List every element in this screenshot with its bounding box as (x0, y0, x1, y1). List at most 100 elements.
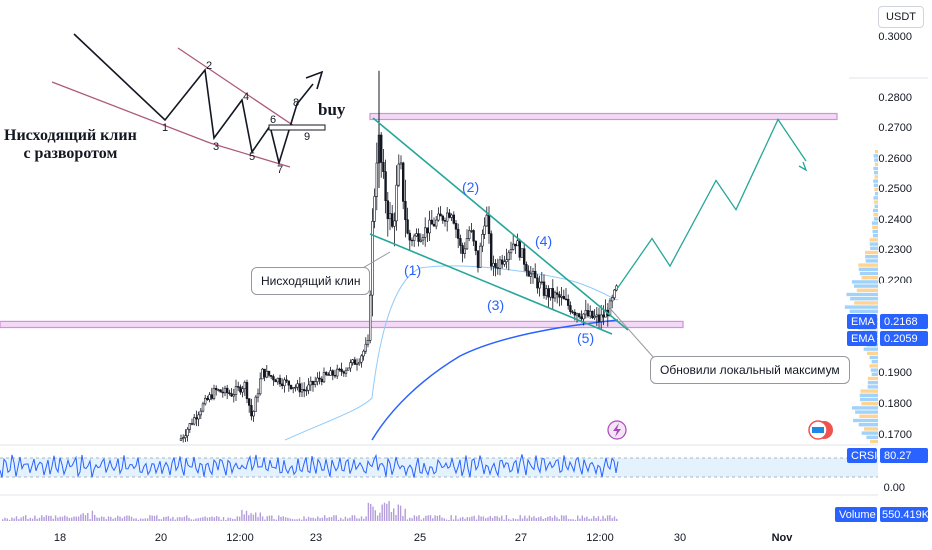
volume-bar (427, 515, 429, 521)
volume-bar (289, 518, 291, 521)
volume-bar (590, 518, 593, 521)
volume-bar (533, 516, 535, 521)
candle-18 (219, 389, 222, 393)
volume-bar (510, 519, 512, 521)
volume-bar (38, 517, 41, 521)
volume-bar (91, 510, 94, 521)
ema-slow-line (371, 319, 619, 441)
volume-bar (439, 515, 441, 521)
volume-bar (574, 519, 577, 521)
candle-37 (261, 368, 264, 380)
volume-bar (358, 518, 360, 521)
time-tick-5: 27 (515, 532, 527, 544)
price-axis: 0.3000 0.2800 0.2700 0.2600 0.2500 0.2400 0.23… (878, 31, 912, 494)
candle-154 (518, 240, 522, 258)
schema-lower-line (51, 81, 211, 144)
candle-186 (588, 310, 592, 317)
candle-70 (333, 374, 337, 377)
volume-bar (50, 515, 52, 521)
candle-167 (547, 288, 550, 298)
currency-button[interactable]: USDT (878, 6, 924, 28)
volume-bar (344, 516, 347, 521)
candle-63 (318, 377, 321, 380)
candle-40 (267, 370, 271, 376)
volume-bar (501, 515, 503, 521)
candle-94 (386, 200, 389, 220)
candle-83 (362, 350, 365, 357)
ema-layer (284, 265, 619, 441)
volume-bar (370, 503, 372, 521)
volume-bar (565, 515, 567, 521)
volume-bar (268, 515, 271, 521)
candle-43 (274, 379, 277, 383)
profile-bar-69 (870, 439, 878, 444)
candle-55 (300, 389, 304, 393)
volume-bar (52, 518, 54, 521)
volume-bar (399, 505, 402, 521)
candle-179 (573, 311, 577, 316)
profile-bar-36 (854, 301, 878, 305)
candle-129 (463, 248, 466, 254)
volume-bar (390, 511, 393, 521)
profile-bar-65 (858, 423, 878, 427)
profile-bar-30 (861, 276, 878, 280)
volume-bar (537, 517, 540, 521)
candle-165 (542, 281, 546, 296)
profile-bar-16 (873, 217, 878, 221)
candle-145 (498, 259, 502, 269)
volume-bar (68, 517, 71, 521)
volume-bar (491, 517, 494, 521)
time-tick-4: 25 (414, 532, 426, 544)
profile-bar-51 (869, 364, 878, 368)
ema-value-2: 0.2059 (884, 333, 918, 345)
candle-2 (184, 435, 187, 438)
volume-bar (434, 515, 436, 521)
candle-51 (291, 387, 295, 389)
volume-bar (337, 519, 340, 521)
candle-28 (241, 388, 244, 393)
volume-bar (89, 519, 91, 521)
candle-164 (540, 281, 544, 283)
volume-bar (519, 515, 521, 521)
volume-bar (282, 516, 284, 521)
profile-bar-52 (870, 368, 878, 372)
volume-bar (119, 516, 121, 521)
volume-bar (326, 517, 328, 521)
volume-bar (577, 515, 579, 521)
volume-bar (445, 519, 448, 521)
volume-bar (581, 515, 583, 521)
volume-bar (301, 519, 303, 521)
candle-10 (201, 403, 205, 412)
volume-bar (181, 517, 183, 521)
candle-109 (419, 239, 422, 242)
candle-46 (280, 383, 284, 387)
callout-local-max[interactable]: Обновили локальный максимум (650, 356, 850, 384)
candle-16 (215, 387, 218, 391)
crsi-label-bg (847, 448, 877, 463)
profile-bar-64 (853, 418, 878, 423)
volume-bar (41, 515, 43, 521)
volume-bar (160, 519, 163, 521)
candle-147 (503, 261, 506, 265)
volume-bar (436, 515, 439, 521)
pattern-title-line1: Нисходящий клин (4, 127, 137, 144)
price-badges: High 0.2886 0.2171 40:40 EMA 0.2168 EMA 0.2059 C… (835, 63, 930, 522)
volume-bar (126, 515, 128, 521)
volume-bar (494, 516, 496, 521)
callout-wedge[interactable]: Нисходящий клин (251, 267, 371, 295)
volume-bar (252, 514, 255, 521)
volume-bar (188, 517, 190, 521)
profile-bar-60 (861, 402, 878, 406)
candle-65 (322, 372, 326, 383)
candle-79 (353, 359, 356, 365)
candle-130 (465, 238, 469, 250)
wedge-lower-line (369, 233, 613, 335)
volume-bar (324, 515, 326, 521)
volume-bar (149, 515, 151, 521)
volume-bar (353, 515, 356, 521)
volume-bar (351, 515, 353, 521)
candle-69 (331, 370, 334, 376)
price-tick-9: 0.1800 (878, 398, 912, 410)
volume-bar (98, 517, 100, 521)
